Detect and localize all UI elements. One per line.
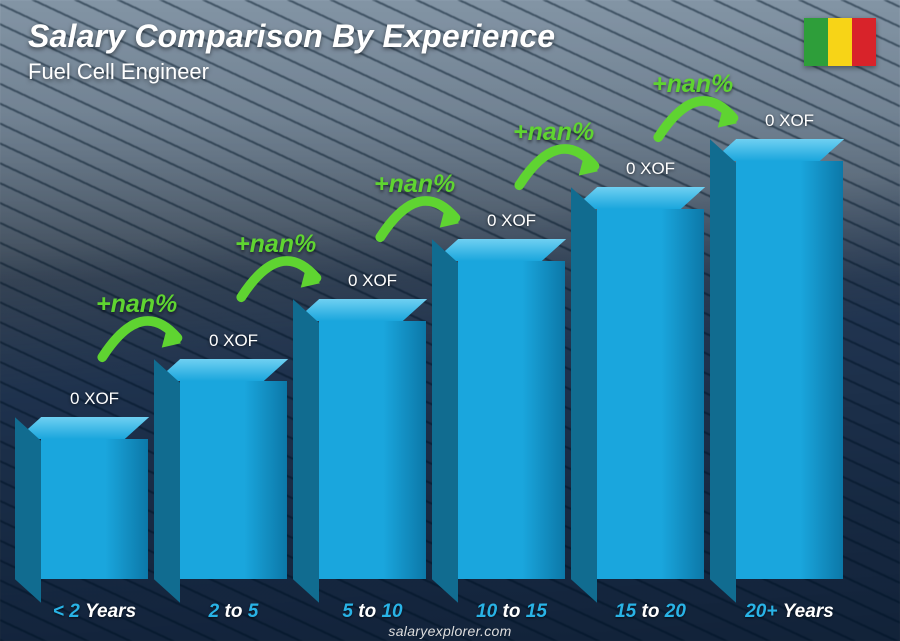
bar-value-label: 0 XOF: [70, 389, 119, 409]
x-axis-label: 2 to 5: [171, 601, 296, 623]
chart-column: 0 XOF+nan%: [310, 321, 435, 579]
chart-column: 0 XOF+nan%: [449, 261, 574, 579]
chart-column: 0 XOF+nan%: [588, 209, 713, 579]
footer-watermark: salaryexplorer.com: [0, 623, 900, 639]
bar-value-label: 0 XOF: [209, 331, 258, 351]
x-axis-label: 5 to 10: [310, 601, 435, 623]
chart-header: Salary Comparison By Experience Fuel Cel…: [28, 18, 555, 85]
chart-column: 0 XOF+nan%: [727, 161, 852, 579]
bar-chart: 0 XOF0 XOF+nan% 0 XOF+nan% 0 XOF+nan% 0 …: [32, 119, 852, 579]
bar-value-label: 0 XOF: [348, 271, 397, 291]
chart-subtitle: Fuel Cell Engineer: [28, 59, 555, 85]
x-axis-label: 15 to 20: [588, 601, 713, 623]
flag-stripe-2: [828, 18, 852, 66]
bar: [588, 209, 713, 579]
x-axis-label: < 2 Years: [32, 601, 157, 623]
bar: [449, 261, 574, 579]
bar: [727, 161, 852, 579]
chart-column: 0 XOF+nan%: [171, 381, 296, 579]
country-flag: [804, 18, 876, 66]
flag-stripe-3: [852, 18, 876, 66]
bar-value-label: 0 XOF: [626, 159, 675, 179]
bar: [171, 381, 296, 579]
bar: [310, 321, 435, 579]
bar-value-label: 0 XOF: [487, 211, 536, 231]
bar-value-label: 0 XOF: [765, 111, 814, 131]
flag-stripe-1: [804, 18, 828, 66]
chart-column: 0 XOF: [32, 439, 157, 579]
bar: [32, 439, 157, 579]
chart-title: Salary Comparison By Experience: [28, 18, 555, 55]
x-axis-label: 10 to 15: [449, 601, 574, 623]
x-axis-label: 20+ Years: [727, 601, 852, 623]
x-axis-labels: < 2 Years 2 to 5 5 to 10 10 to 15 15 to 20 20…: [32, 601, 852, 623]
